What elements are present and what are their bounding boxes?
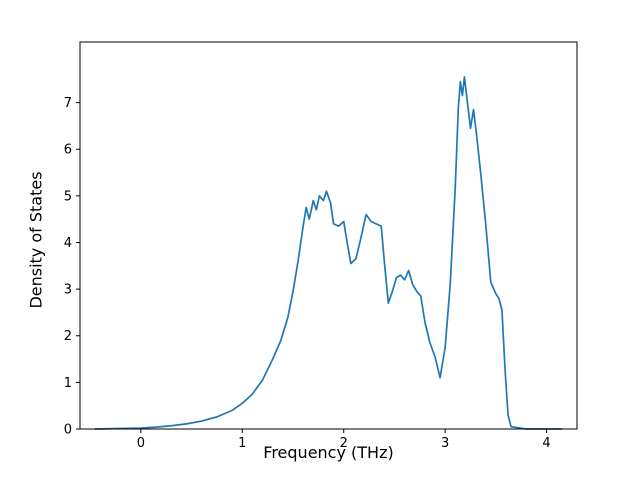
y-tick-label: 5 [64, 189, 72, 204]
y-tick-label: 2 [64, 329, 72, 344]
y-tick-label: 7 [64, 96, 72, 111]
x-tick-label: 2 [340, 436, 348, 451]
y-tick-label: 6 [64, 143, 72, 158]
y-tick-label: 1 [64, 376, 72, 391]
y-tick-label: 0 [64, 423, 72, 438]
x-tick-label: 3 [441, 436, 449, 451]
axes-frame [79, 41, 578, 430]
y-tick-label: 3 [64, 283, 72, 298]
y-tick-label: 4 [64, 236, 72, 251]
y-axis-label: Density of States [26, 171, 46, 309]
dos-line [94, 76, 563, 430]
x-tick-label: 0 [137, 436, 145, 451]
x-axis-label: Frequency (THz) [263, 443, 394, 462]
x-tick-label: 1 [238, 436, 246, 451]
x-tick-label: 4 [542, 436, 550, 451]
